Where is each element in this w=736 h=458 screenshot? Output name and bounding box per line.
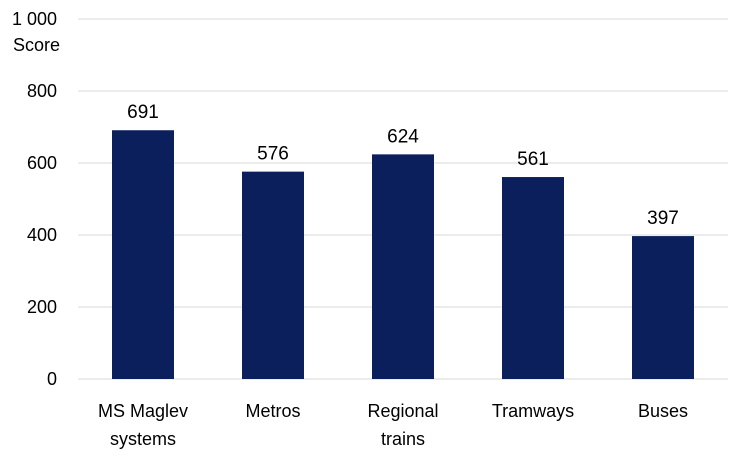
y-tick-label: 800 [27,81,57,101]
bar [242,171,304,379]
data-label: 397 [647,208,679,229]
data-label: 624 [387,126,419,147]
data-label: 576 [257,144,289,165]
x-tick-label: Tramways [492,401,574,421]
y-tick-label: 1 000 [12,9,57,29]
data-label: 561 [517,149,549,170]
bars [112,130,694,379]
y-axis-title: Score [13,35,60,55]
bar [112,130,174,379]
x-tick-label: Buses [638,401,688,421]
data-label: 691 [127,102,159,123]
y-axis-ticks: 0 200 400 600 800 1 000 [12,9,57,389]
y-tick-label: 200 [27,297,57,317]
x-axis-ticks: MS Maglev systems Metros Regional trains Tram… [98,401,688,449]
y-tick-label: 400 [27,225,57,245]
x-tick-label: MS Maglev systems [98,401,188,449]
x-tick-label: Regional trains [367,401,438,449]
x-tick-label: Metros [245,401,300,421]
data-labels: 691 576 624 561 397 [127,102,679,229]
y-tick-label: 600 [27,153,57,173]
bar [502,177,564,379]
bar [372,154,434,379]
y-tick-label: 0 [47,369,57,389]
bar [632,236,694,379]
